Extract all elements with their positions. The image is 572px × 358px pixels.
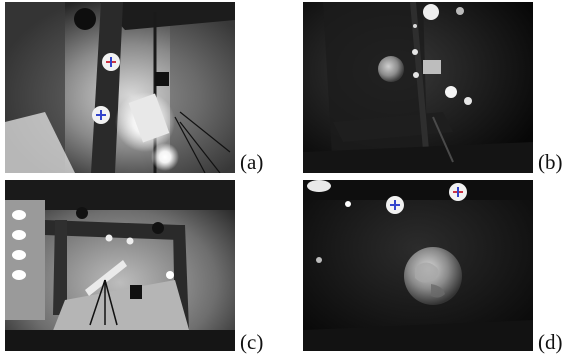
lab-photo-a bbox=[5, 2, 235, 173]
panel-caption-c: (c) bbox=[240, 330, 264, 354]
photo-panel-d bbox=[303, 180, 533, 351]
lab-photo-b bbox=[303, 2, 533, 173]
panel-caption-d: (d) bbox=[538, 330, 563, 354]
panel-caption-a: (a) bbox=[240, 150, 264, 174]
photo-panel-b bbox=[303, 2, 533, 173]
photo-panel-a bbox=[5, 2, 235, 173]
lab-photo-d bbox=[303, 180, 533, 351]
lab-photo-c bbox=[5, 180, 235, 351]
panel-caption-b: (b) bbox=[538, 150, 563, 174]
photo-panel-c bbox=[5, 180, 235, 351]
